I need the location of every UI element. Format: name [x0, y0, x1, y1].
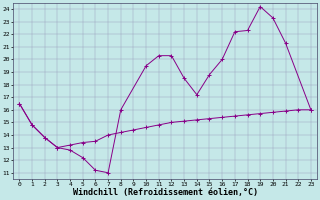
X-axis label: Windchill (Refroidissement éolien,°C): Windchill (Refroidissement éolien,°C) [73, 188, 258, 197]
